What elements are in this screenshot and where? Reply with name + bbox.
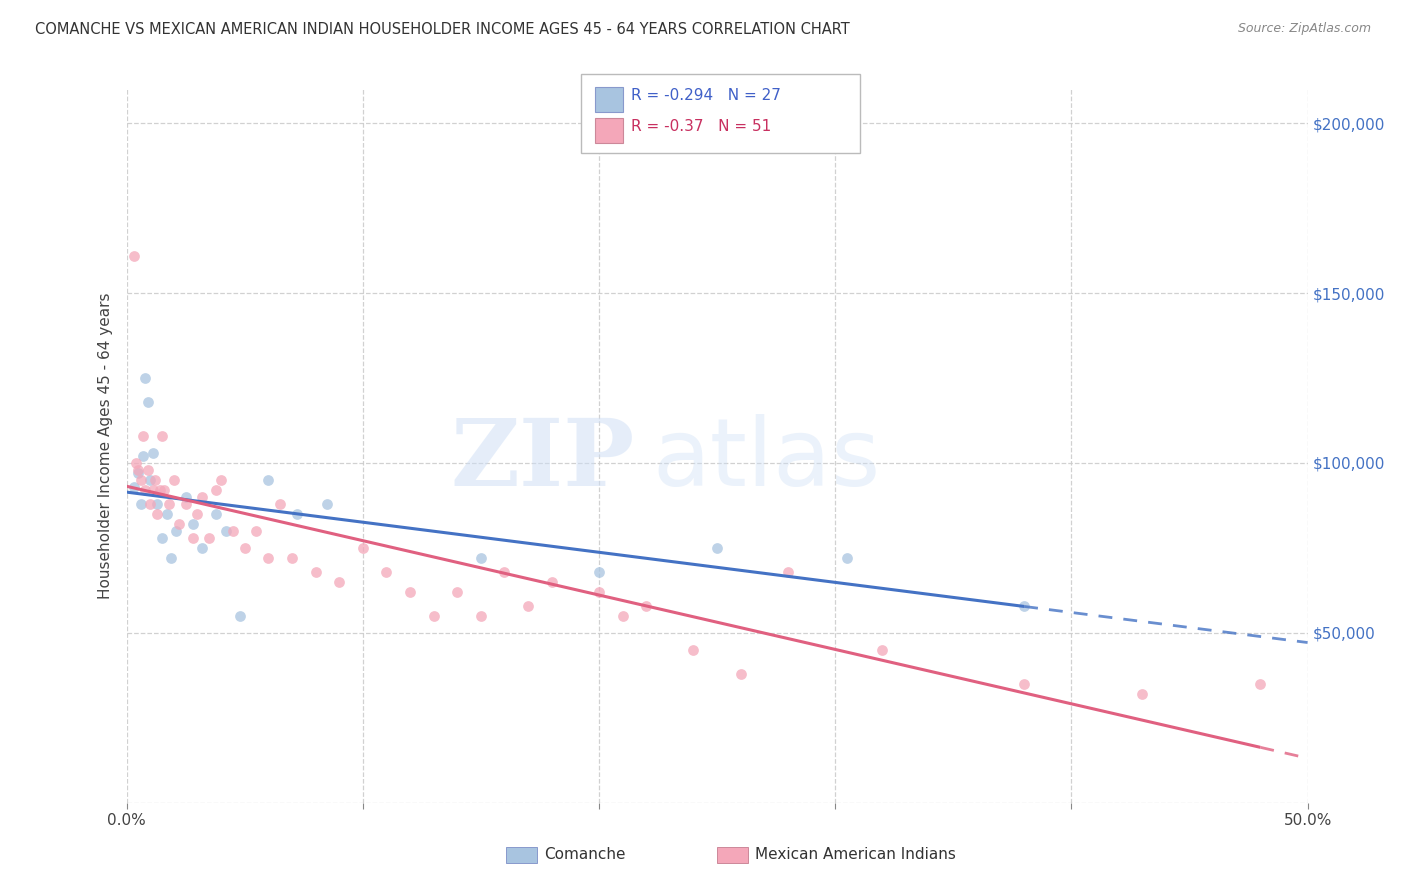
Text: COMANCHE VS MEXICAN AMERICAN INDIAN HOUSEHOLDER INCOME AGES 45 - 64 YEARS CORREL: COMANCHE VS MEXICAN AMERICAN INDIAN HOUS… — [35, 22, 849, 37]
Point — [540, 574, 562, 589]
Point — [636, 599, 658, 613]
Point — [153, 483, 176, 498]
Point — [186, 507, 208, 521]
Point — [134, 371, 156, 385]
Point — [136, 394, 159, 409]
Point — [167, 517, 190, 532]
Point — [835, 551, 858, 566]
Point — [257, 551, 280, 566]
Point — [139, 497, 162, 511]
Point — [517, 599, 540, 613]
Text: R = -0.37   N = 51: R = -0.37 N = 51 — [631, 120, 772, 134]
Point — [470, 551, 492, 566]
Point — [399, 585, 422, 599]
Point — [143, 473, 166, 487]
Text: Mexican American Indians: Mexican American Indians — [755, 847, 956, 862]
Point — [165, 524, 187, 538]
Point — [191, 541, 214, 555]
Point — [174, 490, 197, 504]
Point — [174, 497, 197, 511]
Point — [139, 473, 162, 487]
Point — [682, 643, 704, 657]
Point — [150, 429, 173, 443]
Point — [281, 551, 304, 566]
Point — [181, 531, 204, 545]
Point — [205, 483, 228, 498]
Point — [588, 565, 610, 579]
Point — [730, 666, 752, 681]
Point — [1249, 677, 1271, 691]
Point — [215, 524, 238, 538]
Point — [181, 517, 204, 532]
Point — [375, 565, 398, 579]
Point — [352, 541, 374, 555]
Point — [872, 643, 894, 657]
Point — [136, 463, 159, 477]
Point — [233, 541, 256, 555]
Point — [422, 608, 444, 623]
Point — [163, 473, 186, 487]
Point — [150, 531, 173, 545]
Text: Source: ZipAtlas.com: Source: ZipAtlas.com — [1237, 22, 1371, 36]
Point — [245, 524, 267, 538]
Point — [494, 565, 516, 579]
Text: Comanche: Comanche — [544, 847, 626, 862]
Point — [446, 585, 468, 599]
Point — [209, 473, 232, 487]
Point — [285, 507, 308, 521]
Point — [160, 551, 183, 566]
Point — [191, 490, 214, 504]
Point — [122, 480, 145, 494]
Point — [146, 497, 169, 511]
Point — [229, 608, 252, 623]
Point — [125, 456, 148, 470]
Point — [269, 497, 291, 511]
Point — [134, 483, 156, 498]
Point — [304, 565, 326, 579]
Point — [129, 473, 152, 487]
Point — [1130, 687, 1153, 701]
Point — [122, 249, 145, 263]
Point — [257, 473, 280, 487]
Text: ZIP: ZIP — [450, 416, 634, 505]
Y-axis label: Householder Income Ages 45 - 64 years: Householder Income Ages 45 - 64 years — [98, 293, 114, 599]
Point — [776, 565, 799, 579]
Point — [222, 524, 245, 538]
Point — [205, 507, 228, 521]
Point — [149, 483, 172, 498]
Point — [156, 507, 179, 521]
Point — [1012, 677, 1035, 691]
Point — [328, 574, 350, 589]
Point — [141, 446, 163, 460]
Point — [612, 608, 634, 623]
Text: R = -0.294   N = 27: R = -0.294 N = 27 — [631, 88, 782, 103]
Point — [198, 531, 221, 545]
Point — [588, 585, 610, 599]
Point — [132, 449, 155, 463]
Point — [470, 608, 492, 623]
Point — [127, 463, 149, 477]
Point — [132, 429, 155, 443]
Point — [1012, 599, 1035, 613]
Text: atlas: atlas — [652, 414, 880, 507]
Point — [146, 507, 169, 521]
Point — [157, 497, 180, 511]
Point — [141, 483, 163, 498]
Point — [316, 497, 339, 511]
Point — [706, 541, 728, 555]
Point — [129, 497, 152, 511]
Point — [127, 466, 149, 480]
